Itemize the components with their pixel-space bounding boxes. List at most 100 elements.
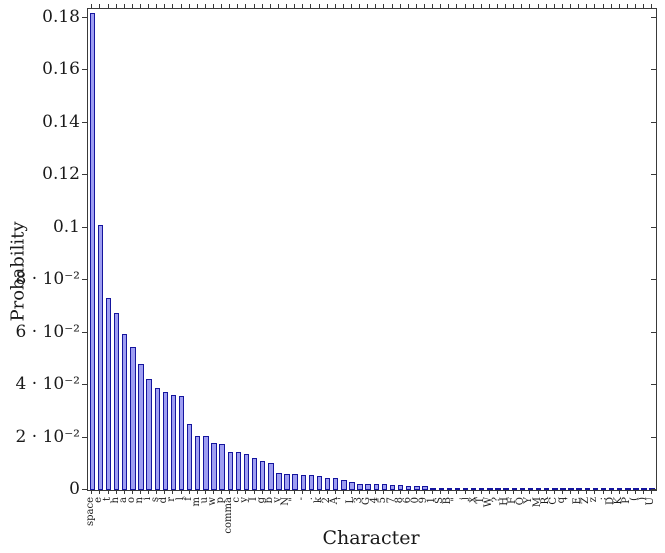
x-tick-mark (204, 490, 206, 494)
x-tick-mark (164, 4, 166, 8)
x-tick-mark (123, 4, 125, 8)
x-tick-mark (602, 490, 604, 494)
x-tick-mark (115, 490, 117, 494)
bar (113, 313, 120, 490)
x-tick-mark (375, 4, 377, 8)
bar (495, 488, 501, 490)
bar (341, 480, 347, 490)
bar (381, 484, 388, 490)
y-tick-mark (651, 384, 656, 385)
x-tick-mark (651, 4, 653, 8)
x-tick-mark (277, 4, 279, 8)
x-tick-mark (318, 4, 320, 8)
x-tick-mark (415, 490, 417, 494)
bar (300, 475, 306, 490)
x-tick-mark (586, 490, 588, 494)
x-tick-mark (561, 490, 563, 494)
x-tick-mark (123, 490, 125, 494)
x-tick-mark (537, 490, 539, 494)
x-tick-mark (480, 490, 482, 494)
x-tick-mark (253, 490, 255, 494)
bar (584, 488, 590, 490)
bar (251, 458, 258, 490)
x-tick-mark (277, 490, 279, 494)
x-tick-mark (505, 4, 507, 8)
x-tick-mark (561, 4, 563, 8)
x-tick-mark (196, 4, 198, 8)
x-tick-mark (464, 4, 466, 8)
bar (438, 488, 444, 490)
x-tick-mark (513, 4, 515, 8)
bar (568, 488, 574, 490)
bar (260, 461, 266, 490)
x-tick-mark (107, 490, 109, 494)
x-tick-mark (464, 490, 466, 494)
x-tick-mark (537, 4, 539, 8)
x-tick-mark (497, 490, 498, 494)
bar (373, 484, 379, 490)
bar (422, 486, 428, 490)
y-tick-label: 4 · 10⁻² (15, 374, 80, 394)
x-tick-mark (521, 490, 523, 494)
x-tick-mark (91, 4, 93, 8)
x-tick-mark (342, 4, 344, 8)
y-tick-label: 0.1 (52, 217, 80, 237)
bar (552, 488, 558, 490)
y-tick-label: 0.12 (42, 164, 80, 184)
x-tick-mark (302, 490, 304, 494)
bar (170, 395, 177, 490)
x-tick-mark (618, 490, 620, 494)
x-tick-mark (172, 4, 174, 8)
x-axis-label: Character (322, 527, 420, 549)
x-tick-mark (180, 490, 182, 494)
x-tick-mark (139, 4, 141, 8)
y-tick-mark (82, 489, 87, 490)
x-tick-mark (367, 490, 369, 494)
x-tick-mark (610, 490, 612, 494)
bar (268, 463, 274, 490)
x-tick-mark (423, 490, 425, 494)
y-tick-mark (82, 122, 87, 123)
y-tick-mark (82, 437, 87, 438)
bar (617, 488, 623, 490)
bar (503, 488, 509, 490)
y-tick-label: 2 · 10⁻² (15, 427, 80, 447)
bar (211, 443, 217, 490)
x-tick-mark (99, 4, 101, 8)
bar (511, 488, 517, 490)
bar (430, 488, 436, 490)
x-tick-mark (634, 4, 636, 8)
x-tick-mark (399, 490, 401, 494)
x-tick-mark (488, 490, 490, 494)
bar (470, 488, 477, 490)
y-tick-mark (651, 17, 656, 18)
x-tick-mark (269, 490, 271, 494)
x-tick-mark (521, 4, 523, 8)
x-tick-mark (472, 4, 474, 8)
x-tick-mark (391, 490, 393, 494)
x-tick-mark (91, 490, 93, 494)
x-tick-mark (432, 4, 434, 8)
x-tick-mark (237, 490, 239, 494)
x-tick-mark (594, 490, 596, 494)
x-tick-mark (415, 4, 417, 8)
x-tick-mark (310, 4, 312, 8)
x-tick-mark (188, 4, 190, 8)
y-tick-mark (651, 489, 656, 490)
y-tick-mark (651, 122, 656, 123)
plot-area (87, 8, 657, 491)
x-tick-mark (318, 490, 320, 494)
x-tick-mark (221, 4, 223, 8)
x-tick-mark (350, 490, 352, 494)
x-tick-mark (407, 4, 409, 8)
bar (308, 475, 315, 490)
x-tick-mark (261, 490, 263, 494)
bar (406, 486, 412, 490)
x-tick-mark (164, 490, 166, 494)
x-tick-mark (391, 4, 393, 8)
bar (146, 379, 152, 490)
x-tick-mark (131, 490, 133, 494)
bar (544, 488, 550, 490)
x-tick-mark (261, 4, 263, 8)
